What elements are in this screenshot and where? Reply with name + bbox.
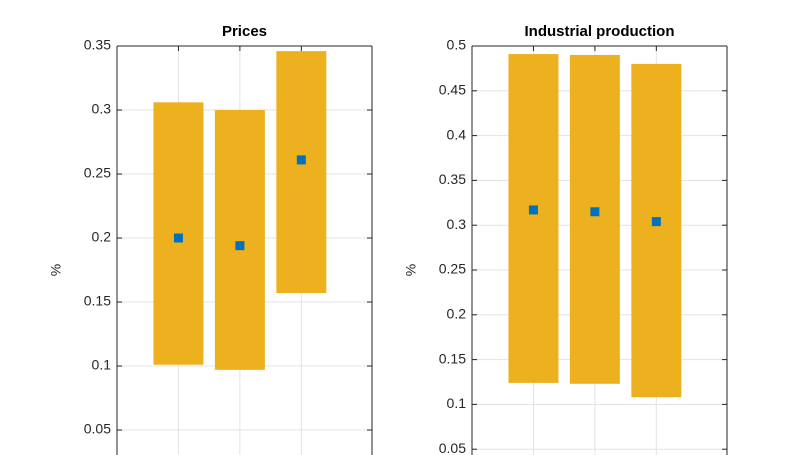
chart-title: Industrial production [525,23,675,40]
y-tick-label: 0.15 [84,293,111,309]
point-estimate [296,155,306,165]
point-estimate [235,241,245,251]
chart-title: Prices [222,23,267,40]
y-tick-label: 0.25 [84,165,111,181]
range-bar [631,63,682,398]
y-tick-label: 0.15 [439,350,466,366]
point-estimate [173,233,183,243]
point-estimate [651,217,661,227]
y-tick-label: 0.3 [92,101,112,117]
y-tick-label: 0.1 [92,357,112,373]
point-estimate [528,205,538,215]
y-axis-label: % [48,264,64,276]
y-tick-label: 0.45 [439,82,466,98]
y-tick-label: 0.2 [92,229,112,245]
y-tick-label: 0.25 [439,261,466,277]
y-tick-label: 0.35 [439,171,466,187]
y-tick-label: 0.05 [84,421,111,437]
y-tick-label: 0.3 [447,216,467,232]
point-estimate [590,207,600,217]
range-bar [276,51,327,294]
range-bar [569,54,620,384]
y-tick-label: 0.1 [447,395,467,411]
y-tick-label: 0.5 [447,37,467,53]
y-tick-label: 0.2 [447,306,467,322]
y-axis-label: % [403,264,419,276]
range-bar [508,54,559,383]
range-bar [214,110,265,370]
y-tick-label: 0.35 [84,37,111,53]
y-tick-label: 0.4 [447,126,467,142]
y-tick-label: 0.05 [439,440,466,455]
